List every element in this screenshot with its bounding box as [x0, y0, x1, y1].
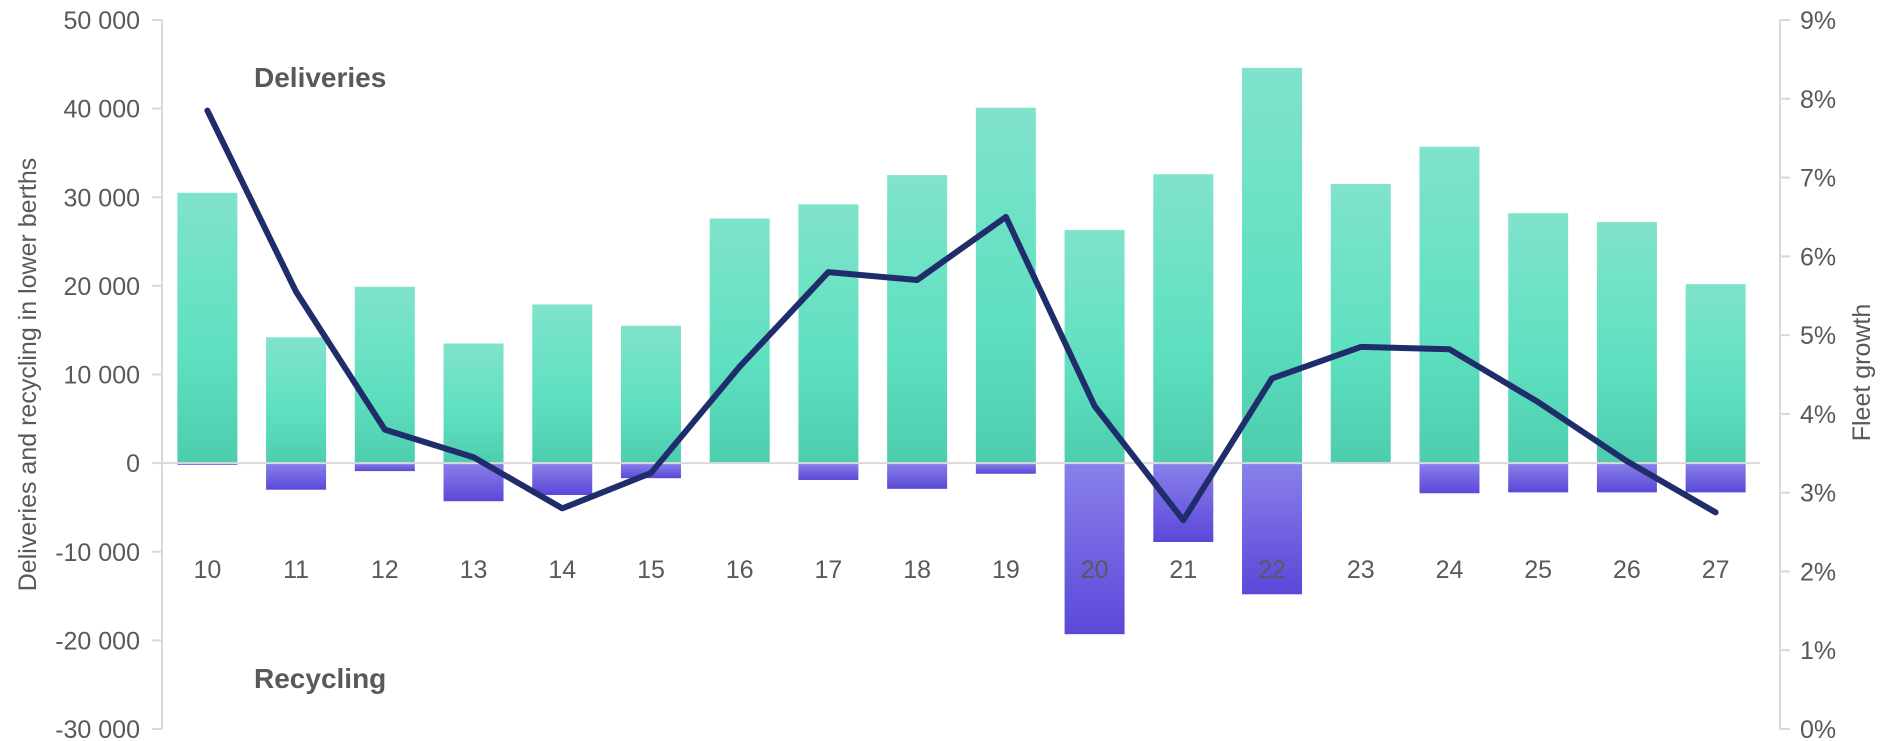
category-label-25: 25 — [1524, 556, 1552, 584]
right-tick-label: 6% — [1800, 243, 1836, 271]
right-tick-label: 9% — [1800, 7, 1836, 35]
deliveries-bar-18 — [887, 175, 948, 464]
recycling-bar-21 — [1153, 463, 1214, 543]
right-tick-label: 2% — [1800, 558, 1836, 586]
category-label-13: 13 — [460, 556, 488, 584]
category-label-20: 20 — [1081, 556, 1109, 584]
right-tick-label: 1% — [1800, 637, 1836, 665]
deliveries-annotation: Deliveries — [254, 62, 386, 93]
recycling-bar-24 — [1419, 463, 1480, 494]
deliveries-bar-14 — [532, 304, 593, 464]
right-tick-label: 7% — [1800, 165, 1836, 193]
deliveries-bar-19 — [975, 107, 1036, 464]
recycling-annotation: Recycling — [254, 663, 386, 694]
bars-layer — [177, 67, 1746, 635]
left-tick-label: -30 000 — [55, 716, 140, 741]
left-tick-label: 30 000 — [64, 184, 140, 212]
left-tick-label: 10 000 — [64, 362, 140, 390]
deliveries-bar-24 — [1419, 146, 1480, 464]
left-tick-label: 50 000 — [64, 7, 140, 35]
recycling-bar-14 — [532, 463, 593, 496]
deliveries-bar-26 — [1596, 222, 1657, 464]
right-tick-label: 8% — [1800, 86, 1836, 114]
category-label-26: 26 — [1613, 556, 1641, 584]
deliveries-bar-27 — [1685, 284, 1746, 464]
category-label-19: 19 — [992, 556, 1020, 584]
category-label-23: 23 — [1347, 556, 1375, 584]
deliveries-bar-21 — [1153, 174, 1214, 464]
labels-layer: -30 000 -20 000 -10 000 0 10 000 20 000 30 000… — [14, 7, 1876, 741]
deliveries-bar-13 — [443, 343, 504, 464]
category-label-21: 21 — [1169, 556, 1197, 584]
left-tick-label: -20 000 — [55, 627, 140, 655]
category-label-12: 12 — [371, 556, 399, 584]
deliveries-bar-23 — [1330, 183, 1391, 464]
deliveries-bar-22 — [1242, 67, 1303, 464]
left-axis-title: Deliveries and recycling in lower berths — [14, 158, 42, 592]
left-tick-label: -10 000 — [55, 539, 140, 567]
category-label-14: 14 — [548, 556, 576, 584]
category-label-16: 16 — [726, 556, 754, 584]
recycling-bar-26 — [1596, 463, 1657, 493]
deliveries-bar-11 — [266, 337, 327, 464]
category-label-15: 15 — [637, 556, 665, 584]
left-tick-label: 40 000 — [64, 96, 140, 124]
deliveries-bar-10 — [177, 192, 238, 464]
left-tick-label: 0 — [126, 450, 140, 478]
deliveries-bar-17 — [798, 204, 859, 464]
right-tick-label: 4% — [1800, 401, 1836, 429]
recycling-bar-19 — [975, 463, 1036, 474]
recycling-bar-11 — [266, 463, 327, 490]
deliveries-bar-25 — [1508, 213, 1569, 464]
deliveries-bar-15 — [620, 325, 681, 464]
category-label-11: 11 — [283, 556, 309, 584]
recycling-bar-25 — [1508, 463, 1569, 493]
line-layer — [204, 107, 1719, 524]
right-tick-label: 0% — [1800, 716, 1836, 741]
recycling-bar-17 — [798, 463, 859, 480]
deliveries-bar-20 — [1064, 230, 1125, 464]
left-tick-label: 20 000 — [64, 273, 140, 301]
recycling-bar-12 — [354, 463, 415, 472]
recycling-bar-20 — [1064, 463, 1125, 635]
recycling-bar-27 — [1685, 463, 1746, 493]
category-label-22: 22 — [1258, 556, 1286, 584]
category-label-24: 24 — [1436, 556, 1464, 584]
recycling-bar-22 — [1242, 463, 1303, 595]
category-label-27: 27 — [1702, 556, 1730, 584]
category-label-10: 10 — [193, 556, 221, 584]
category-label-18: 18 — [903, 556, 931, 584]
recycling-bar-18 — [887, 463, 948, 489]
right-axis-title: Fleet growth — [1848, 304, 1876, 442]
deliveries-bar-16 — [709, 218, 770, 464]
category-label-17: 17 — [815, 556, 843, 584]
axes-layer — [152, 19, 1790, 730]
fleet-growth-line — [204, 107, 1719, 524]
right-tick-label: 3% — [1800, 480, 1836, 508]
right-tick-label: 5% — [1800, 322, 1836, 350]
